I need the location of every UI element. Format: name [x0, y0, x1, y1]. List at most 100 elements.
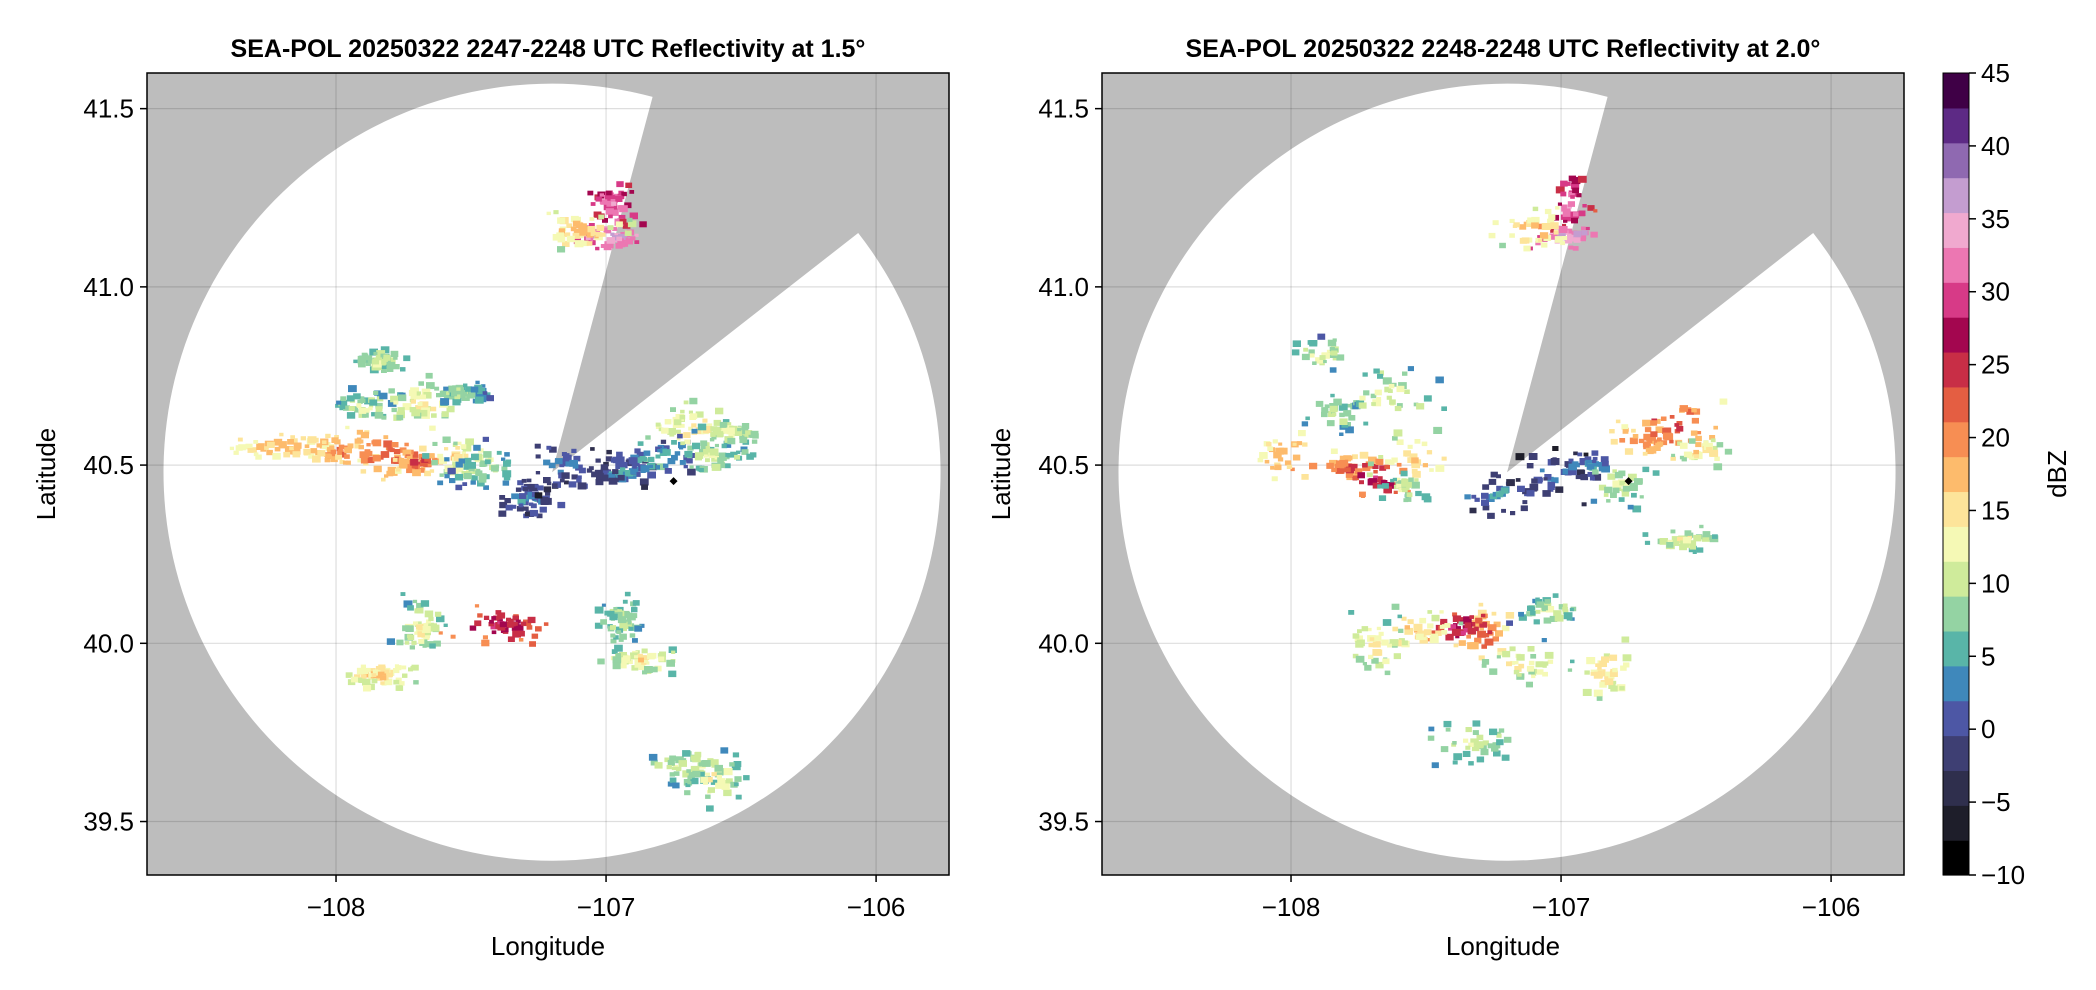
echo-pixel [686, 458, 693, 464]
echo-pixel [1487, 630, 1493, 635]
echo-pixel [377, 671, 387, 679]
echo-pixel [687, 775, 693, 780]
echo-pixel [715, 431, 724, 438]
echo-pixel [1451, 742, 1457, 747]
echo-pixel [1642, 466, 1650, 473]
echo-pixel [345, 425, 350, 430]
echo-pixel [292, 451, 301, 458]
echo-pixel [595, 231, 602, 237]
echo-pixel [543, 622, 549, 626]
echo-pixel [1469, 622, 1476, 627]
echo-pixel [1382, 377, 1392, 385]
echo-pixel [546, 211, 551, 216]
echo-pixel [444, 396, 449, 400]
echo-pixel [1430, 633, 1438, 640]
echo-cell [1257, 430, 1346, 482]
echo-pixel [1609, 675, 1615, 680]
echo-pixel [619, 205, 628, 213]
echo-pixel [367, 358, 375, 364]
echo-pixel [586, 232, 594, 238]
echo-pixel [676, 429, 681, 434]
echo-pixel [1551, 477, 1559, 484]
echo-pixel [1565, 181, 1571, 186]
echo-pixel [1696, 547, 1704, 553]
echo-pixel [555, 458, 563, 465]
echo-pixel [483, 485, 489, 490]
echo-pixel [1506, 620, 1513, 626]
echo-pixel [1435, 464, 1445, 472]
panel-left-ylabel: Latitude [31, 428, 61, 521]
echo-pixel [1452, 612, 1458, 617]
echo-pixel [529, 502, 534, 506]
echo-pixel [1321, 407, 1329, 413]
echo-pixel [1443, 720, 1452, 728]
echo-pixel [1604, 678, 1614, 686]
echo-pixel [1619, 686, 1625, 691]
echo-pixel [439, 457, 447, 463]
echo-pixel [1510, 660, 1516, 665]
echo-pixel [428, 616, 434, 622]
echo-pixel [486, 395, 494, 402]
echo-pixel [1393, 429, 1403, 437]
echo-pixel [1523, 245, 1531, 252]
echo-pixel [444, 474, 450, 479]
echo-pixel [1669, 415, 1675, 419]
echo-pixel [1673, 541, 1680, 546]
echo-pixel [578, 223, 587, 231]
echo-pixel [720, 747, 729, 754]
echo-pixel [1427, 623, 1434, 629]
echo-pixel [524, 497, 529, 502]
echo-pixel [1595, 663, 1600, 667]
echo-pixel [470, 480, 476, 485]
echo-pixel [611, 235, 619, 241]
echo-pixel [1474, 626, 1479, 631]
echo-pixel [737, 427, 742, 432]
echo-pixel [1372, 641, 1381, 648]
echo-pixel [1404, 625, 1410, 630]
echo-pixel [1526, 490, 1535, 497]
echo-pixel [614, 195, 623, 202]
echo-pixel [395, 467, 401, 472]
echo-pixel [432, 441, 438, 446]
echo-pixel [1681, 457, 1687, 462]
echo-pixel [611, 649, 618, 654]
echo-pixel [1506, 479, 1515, 487]
echo-pixel [1577, 469, 1585, 476]
echo-pixel [317, 450, 326, 457]
echo-pixel [410, 666, 415, 670]
echo-pixel [1404, 389, 1410, 394]
echo-pixel [380, 363, 387, 369]
echo-pixel [375, 354, 385, 362]
echo-pixel [1388, 383, 1395, 389]
echo-pixel [1629, 437, 1638, 445]
echo-pixel [502, 627, 509, 633]
echo-cell [1550, 175, 1598, 233]
echo-pixel [1315, 400, 1324, 407]
echo-pixel [400, 367, 406, 372]
echo-pixel [684, 790, 691, 796]
echo-pixel [629, 212, 638, 220]
echo-pixel [1398, 628, 1404, 633]
ytick-label: 40.5 [83, 450, 134, 480]
echo-pixel [504, 498, 511, 504]
echo-pixel [390, 350, 399, 357]
echo-pixel [363, 685, 372, 692]
echo-pixel [722, 419, 730, 425]
echo-pixel [711, 772, 717, 777]
echo-pixel [1677, 536, 1685, 543]
echo-pixel [1592, 461, 1600, 467]
echo-pixel [1659, 538, 1668, 545]
echo-pixel [237, 437, 243, 442]
echo-pixel [434, 386, 440, 391]
echo-pixel [1491, 611, 1497, 616]
echo-pixel [1631, 428, 1636, 433]
echo-pixel [369, 399, 378, 406]
echo-pixel [612, 226, 618, 231]
echo-pixel [545, 491, 551, 496]
echo-cell [691, 419, 759, 446]
echo-pixel [352, 406, 359, 411]
echo-pixel [1624, 448, 1634, 455]
echo-pixel [423, 623, 429, 627]
echo-pixel [1536, 601, 1545, 608]
echo-pixel [1592, 459, 1597, 463]
